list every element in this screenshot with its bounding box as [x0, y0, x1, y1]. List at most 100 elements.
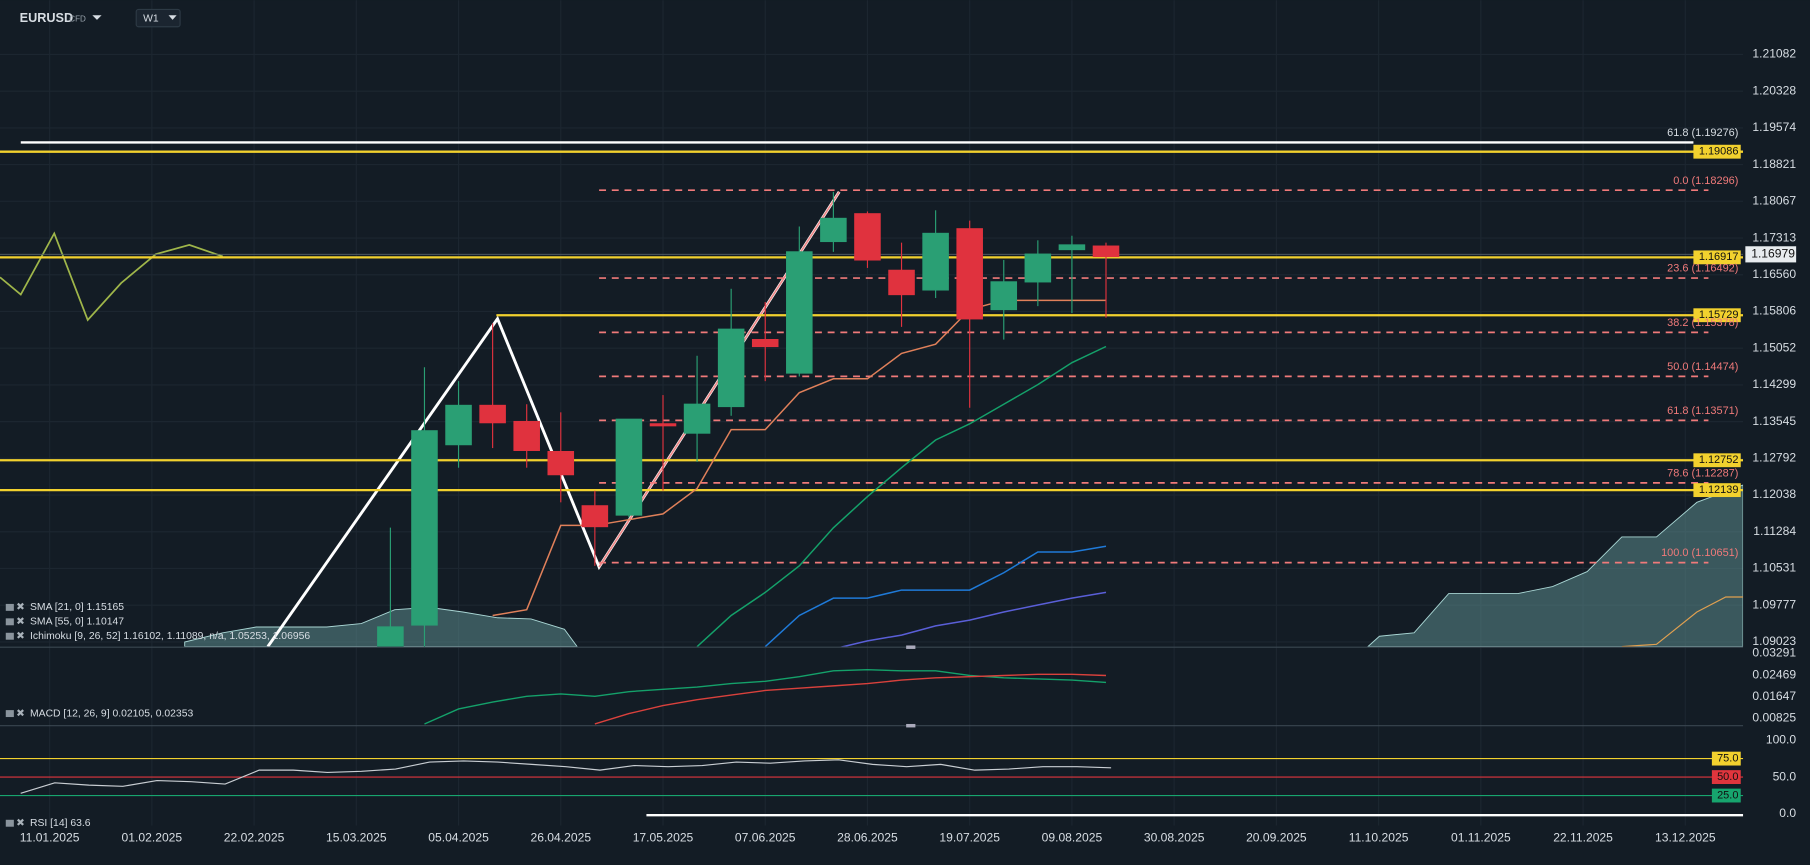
level-label-box: [1693, 483, 1741, 498]
candle-body[interactable]: [649, 423, 677, 427]
indicator-line: [696, 345, 1107, 647]
date-label: 17.05.2025: [633, 830, 694, 844]
candle-body[interactable]: [479, 404, 506, 424]
level-label: 1.12139: [1699, 484, 1739, 496]
y-tick-label: 1.15806: [1752, 304, 1796, 318]
candle-body[interactable]: [1058, 244, 1086, 251]
candle-body[interactable]: [547, 451, 575, 476]
y-tick-label: 1.09777: [1752, 597, 1796, 611]
level-label: 1.15729: [1699, 309, 1739, 321]
candle-body[interactable]: [888, 269, 915, 296]
current-price-label: 1.16979: [1751, 247, 1795, 261]
y-tick-label: 1.19574: [1752, 120, 1796, 134]
date-label: 13.12.2025: [1655, 830, 1716, 844]
y-tick-label: 0.02469: [1752, 667, 1796, 681]
date-label: 07.06.2025: [735, 830, 796, 844]
level-label: 1.19086: [1699, 146, 1739, 158]
candle-body[interactable]: [956, 228, 983, 320]
candle-body[interactable]: [717, 328, 745, 408]
overlay-line: [0, 231, 224, 322]
y-tick-label: 1.14299: [1752, 377, 1796, 391]
legend-close[interactable]: ✖: [16, 708, 25, 719]
y-tick-label: 1.10531: [1752, 561, 1796, 575]
fib-label: 100.0 (1.10651): [1661, 547, 1738, 559]
indicator-line: [764, 545, 1107, 647]
y-tick-label: 1.12038: [1752, 487, 1796, 501]
fib-label: 38.2 (1.15378): [1667, 317, 1738, 329]
fib-label: 50.0 (1.14474): [1667, 361, 1738, 373]
y-tick-label: 0.03291: [1752, 646, 1796, 660]
dropdown-arrow[interactable]: [168, 15, 177, 20]
candle-body[interactable]: [445, 404, 472, 446]
toolbar: EURUSD CFD W1: [20, 8, 181, 28]
date-label: 22.11.2025: [1553, 830, 1613, 844]
macd-line: [424, 669, 1107, 725]
pane-handle[interactable]: [906, 645, 916, 649]
legend-text: SMA [21, 0] 1.15165: [30, 602, 124, 613]
date-label: 28.06.2025: [837, 830, 898, 844]
legend-icon[interactable]: [5, 819, 14, 827]
candle-body[interactable]: [377, 626, 404, 684]
candle-body[interactable]: [1024, 253, 1052, 283]
current-price-box: [1745, 246, 1797, 263]
candle-body[interactable]: [786, 251, 813, 374]
candle-body[interactable]: [1092, 245, 1120, 258]
pane-handle[interactable]: [906, 723, 916, 728]
grid: [0, 0, 1744, 826]
level-label-box: [1693, 144, 1741, 159]
price-pane: [0, 141, 1744, 684]
date-label: 19.07.2025: [939, 830, 1000, 844]
date-label: 11.01.2025: [20, 830, 80, 844]
legend-text: SMA [55, 0] 1.10147: [30, 617, 124, 628]
date-label: 09.08.2025: [1042, 830, 1103, 844]
date-label: 26.04.2025: [530, 830, 591, 844]
y-tick-label: 0.0: [1779, 806, 1796, 820]
candle-body[interactable]: [513, 420, 540, 451]
legend-close[interactable]: ✖: [16, 602, 25, 613]
date-label: 22.02.2025: [224, 830, 285, 844]
date-label: 15.03.2025: [326, 830, 387, 844]
candle-body[interactable]: [820, 217, 847, 243]
timeframe-box[interactable]: [135, 8, 181, 28]
candle-body[interactable]: [411, 430, 438, 626]
legend-icon[interactable]: [5, 603, 14, 611]
legend-icon[interactable]: [5, 632, 14, 640]
rsi-level-label: 50.0: [1717, 771, 1738, 783]
y-tick-label: 1.18067: [1752, 194, 1796, 208]
candle-body[interactable]: [751, 339, 779, 348]
candle-body[interactable]: [854, 213, 881, 261]
legend-close[interactable]: ✖: [16, 818, 25, 829]
legend-text: RSI [14] 63.6: [30, 818, 91, 829]
level-label-box: [1693, 308, 1741, 323]
level-label-box: [1693, 250, 1741, 265]
date-label: 30.08.2025: [1144, 830, 1205, 844]
rsi-level-box: [1711, 751, 1741, 766]
y-tick-label: 1.09023: [1752, 634, 1796, 648]
fib-label: 0.0 (1.18296): [1673, 175, 1738, 187]
candle-body[interactable]: [615, 418, 643, 516]
y-tick-label: 1.15052: [1752, 340, 1796, 354]
candle-body[interactable]: [581, 505, 609, 528]
symbol-badge: CFD: [69, 14, 86, 23]
legend-icon[interactable]: [5, 710, 14, 718]
symbol[interactable]: EURUSD: [20, 11, 74, 25]
dropdown-arrow[interactable]: [92, 15, 102, 20]
candle-body[interactable]: [922, 232, 949, 291]
legend-close[interactable]: ✖: [16, 631, 25, 642]
legend-close[interactable]: ✖: [16, 617, 25, 628]
level-label: 1.12752: [1699, 454, 1739, 466]
legend-text: MACD [12, 26, 9] 0.02105, 0.02353: [30, 708, 193, 719]
timeframe[interactable]: W1: [143, 13, 159, 24]
candle-body[interactable]: [990, 281, 1018, 311]
y-tick-label: 1.13545: [1752, 414, 1796, 428]
date-label: 05.04.2025: [428, 830, 489, 844]
candle-body[interactable]: [683, 403, 711, 434]
rsi-level-label: 75.0: [1717, 752, 1738, 764]
extension-label: 61.8 (1.19276): [1667, 127, 1738, 139]
indicator-line: [839, 591, 1107, 647]
level-label: 1.16917: [1699, 251, 1739, 263]
macd-pane: [424, 669, 1107, 725]
legend-icon[interactable]: [5, 618, 14, 626]
level-label-box: [1693, 453, 1741, 468]
